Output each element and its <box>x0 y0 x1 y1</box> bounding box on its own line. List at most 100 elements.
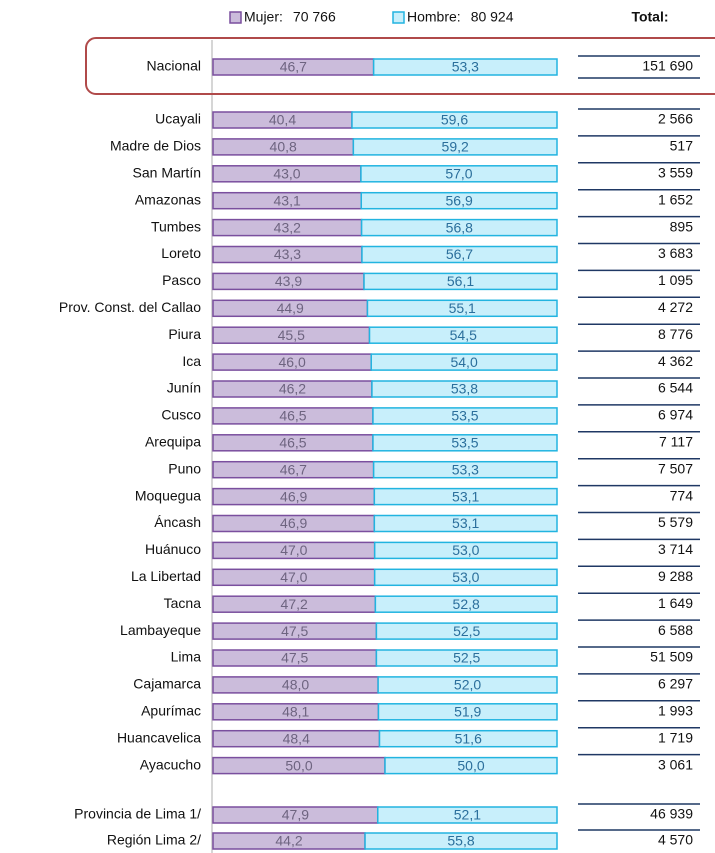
total-value: 6 588 <box>658 622 693 638</box>
bar-segment <box>352 138 558 156</box>
value-label: 46,7 <box>280 59 307 75</box>
bar-segment <box>361 245 558 264</box>
legend-swatch <box>392 11 405 24</box>
bar-segment <box>377 703 558 721</box>
total-value: 895 <box>670 218 694 234</box>
bar-segment <box>372 58 558 76</box>
value-label: 53,5 <box>451 408 478 424</box>
value-label: 57,0 <box>445 166 472 182</box>
value-label: 47,0 <box>280 569 307 585</box>
bar-segment <box>363 272 558 291</box>
category-label: Arequipa <box>145 434 201 450</box>
category-label: Pasco <box>162 272 201 288</box>
total-value: 4 362 <box>658 353 693 369</box>
value-label: 52,5 <box>453 650 480 666</box>
total-value: 3 061 <box>658 756 693 772</box>
category-label: Cajamarca <box>133 676 201 692</box>
total-value: 4 570 <box>658 832 693 848</box>
value-label: 43,3 <box>274 246 301 262</box>
bar-segment <box>370 353 558 371</box>
total-value: 1 993 <box>658 703 693 719</box>
value-label: 43,2 <box>274 219 301 235</box>
category-label: Piura <box>168 326 201 342</box>
total-value: 8 776 <box>658 326 693 342</box>
bar-segment <box>360 218 558 237</box>
legend-swatch <box>229 11 242 24</box>
bar-segment <box>372 460 558 479</box>
value-label: 44,2 <box>275 833 302 849</box>
value-label: 48,1 <box>282 704 309 720</box>
bar-segment <box>374 595 558 613</box>
total-value: 3 683 <box>658 245 693 261</box>
bar-segment <box>373 514 558 533</box>
value-label: 46,5 <box>279 435 306 451</box>
value-label: 47,0 <box>280 542 307 558</box>
bar-segment <box>366 299 558 318</box>
category-label: Región Lima 2/ <box>107 832 201 848</box>
category-label: Ucayali <box>155 111 201 127</box>
bar-segment <box>377 806 558 824</box>
bar-segment <box>377 676 558 694</box>
value-label: 43,1 <box>274 192 301 208</box>
value-label: 59,2 <box>442 139 469 155</box>
bar-segment <box>373 568 558 587</box>
value-label: 54,0 <box>450 354 477 370</box>
total-value: 6 297 <box>658 676 693 692</box>
totals-title: Total: <box>631 9 668 25</box>
value-label: 47,9 <box>282 807 309 823</box>
total-value: 1 652 <box>658 191 693 207</box>
total-value: 151 690 <box>642 58 693 74</box>
value-label: 44,9 <box>277 300 304 316</box>
highlight-box <box>85 37 715 95</box>
bar-segment <box>360 165 558 183</box>
category-label: Prov. Const. del Callao <box>59 299 201 315</box>
total-value: 46 939 <box>650 806 693 822</box>
value-label: 40,4 <box>269 112 296 128</box>
value-label: 53,5 <box>451 435 478 451</box>
value-label: 50,0 <box>457 757 484 773</box>
value-label: 53,0 <box>452 569 479 585</box>
value-label: 52,0 <box>454 677 481 693</box>
category-label: Áncash <box>154 514 201 530</box>
bar-segment <box>373 541 558 560</box>
category-label: Amazonas <box>135 191 201 207</box>
value-label: 59,6 <box>441 112 468 128</box>
bar-segment <box>375 622 558 640</box>
bar-segment <box>375 649 558 667</box>
category-label: Tumbes <box>151 218 201 234</box>
total-value: 2 566 <box>658 111 693 127</box>
category-label: Moquegua <box>135 487 201 503</box>
total-value: 51 509 <box>650 649 693 665</box>
bar-segment <box>371 380 558 398</box>
total-value: 9 288 <box>658 568 693 584</box>
total-value: 3 559 <box>658 165 693 181</box>
value-label: 46,9 <box>280 515 307 531</box>
value-label: 47,2 <box>281 596 308 612</box>
legend-total: 80 924 <box>471 9 514 25</box>
category-label: Ayacucho <box>140 756 201 772</box>
category-label: Loreto <box>161 245 201 261</box>
category-label: La Libertad <box>131 568 201 584</box>
value-label: 51,6 <box>455 730 482 746</box>
bar-segment <box>368 326 558 344</box>
value-label: 46,9 <box>280 488 307 504</box>
value-label: 43,0 <box>273 166 300 182</box>
value-label: 46,7 <box>280 461 307 477</box>
category-label: Junín <box>167 380 201 396</box>
legend-total: 70 766 <box>293 9 336 25</box>
total-value: 1 649 <box>658 595 693 611</box>
total-value: 1 719 <box>658 729 693 745</box>
value-label: 54,5 <box>450 327 477 343</box>
total-value: 1 095 <box>658 272 693 288</box>
value-label: 47,5 <box>281 650 308 666</box>
bar-segment <box>378 729 558 748</box>
value-label: 53,1 <box>452 515 479 531</box>
category-label: Ica <box>182 353 201 369</box>
value-label: 52,5 <box>453 623 480 639</box>
category-label: Huancavelica <box>117 729 201 745</box>
value-label: 55,1 <box>449 300 476 316</box>
bar-segment <box>372 407 558 425</box>
value-label: 46,5 <box>279 408 306 424</box>
bar-segment <box>384 756 558 775</box>
